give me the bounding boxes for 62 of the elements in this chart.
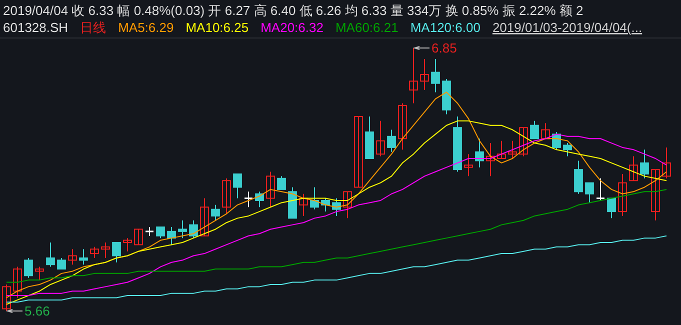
text: MA120:6.00 bbox=[410, 20, 480, 35]
candlestick bbox=[156, 226, 165, 239]
candlestick bbox=[541, 122, 550, 140]
candlestick bbox=[222, 178, 231, 214]
candlestick bbox=[486, 142, 495, 177]
candlestick bbox=[651, 169, 660, 221]
chart-subtitle: 601328.SH bbox=[3, 20, 68, 35]
candlestick bbox=[409, 48, 418, 104]
candlestick bbox=[211, 204, 220, 221]
text: 2019/01/03-2019/04/04(... bbox=[492, 20, 642, 35]
candlestick bbox=[607, 198, 616, 219]
candlestick bbox=[101, 242, 110, 258]
candlestick bbox=[398, 102, 407, 150]
candlestick bbox=[189, 220, 198, 239]
candlestick bbox=[618, 173, 627, 216]
candlestick bbox=[123, 238, 132, 252]
candlestick bbox=[662, 146, 671, 179]
candlestick bbox=[530, 120, 539, 140]
candlestick bbox=[134, 228, 143, 246]
candlestick bbox=[266, 171, 275, 208]
candlestick bbox=[24, 257, 33, 278]
chart-title: 2019/04/04 收 6.33 幅 0.48%(0.03) 开 6.27 高 6.40 低 6.26 均 6.33 量 334万 换 0.85% 振 2.22% 额 2 bbox=[3, 3, 584, 18]
candlestick bbox=[310, 186, 319, 210]
candlestick bbox=[233, 173, 242, 199]
candlestick bbox=[640, 149, 649, 179]
text: MA60:6.21 bbox=[335, 20, 398, 35]
candlestick bbox=[90, 246, 99, 258]
candlestick bbox=[574, 160, 583, 194]
candlestick bbox=[178, 220, 187, 239]
text: MA5:6.29 bbox=[118, 20, 174, 35]
candlestick bbox=[35, 266, 44, 281]
candlestick bbox=[387, 129, 396, 152]
candlestick bbox=[277, 176, 286, 190]
candlestick bbox=[508, 140, 517, 160]
candlestick bbox=[585, 182, 594, 204]
candlestick bbox=[420, 58, 429, 90]
candlestick bbox=[519, 127, 528, 157]
candlestick bbox=[464, 154, 473, 177]
text: MA20:6.32 bbox=[260, 20, 324, 35]
candlestick bbox=[376, 120, 385, 157]
annotation: 6.85 bbox=[432, 40, 457, 56]
candlestick bbox=[200, 198, 209, 236]
text: 日线 bbox=[80, 20, 106, 35]
annotation: 5.66 bbox=[24, 304, 50, 318]
candlestick bbox=[2, 284, 11, 312]
candlestick bbox=[354, 116, 363, 188]
candlestick bbox=[497, 140, 506, 160]
candlestick bbox=[596, 178, 606, 201]
candlestick bbox=[79, 248, 88, 266]
candlestick bbox=[343, 191, 352, 219]
candlestick bbox=[57, 257, 66, 270]
candlestick bbox=[68, 248, 77, 266]
text: MA10:6.25 bbox=[186, 20, 249, 35]
candlestick bbox=[299, 193, 308, 216]
candlestick bbox=[112, 242, 121, 263]
candlestick bbox=[46, 242, 55, 268]
candlestick bbox=[431, 58, 440, 93]
candlestick bbox=[563, 142, 572, 157]
candlestick bbox=[244, 191, 254, 208]
candlestick bbox=[13, 266, 22, 298]
candlestick bbox=[629, 156, 638, 182]
candlestick bbox=[167, 226, 176, 246]
